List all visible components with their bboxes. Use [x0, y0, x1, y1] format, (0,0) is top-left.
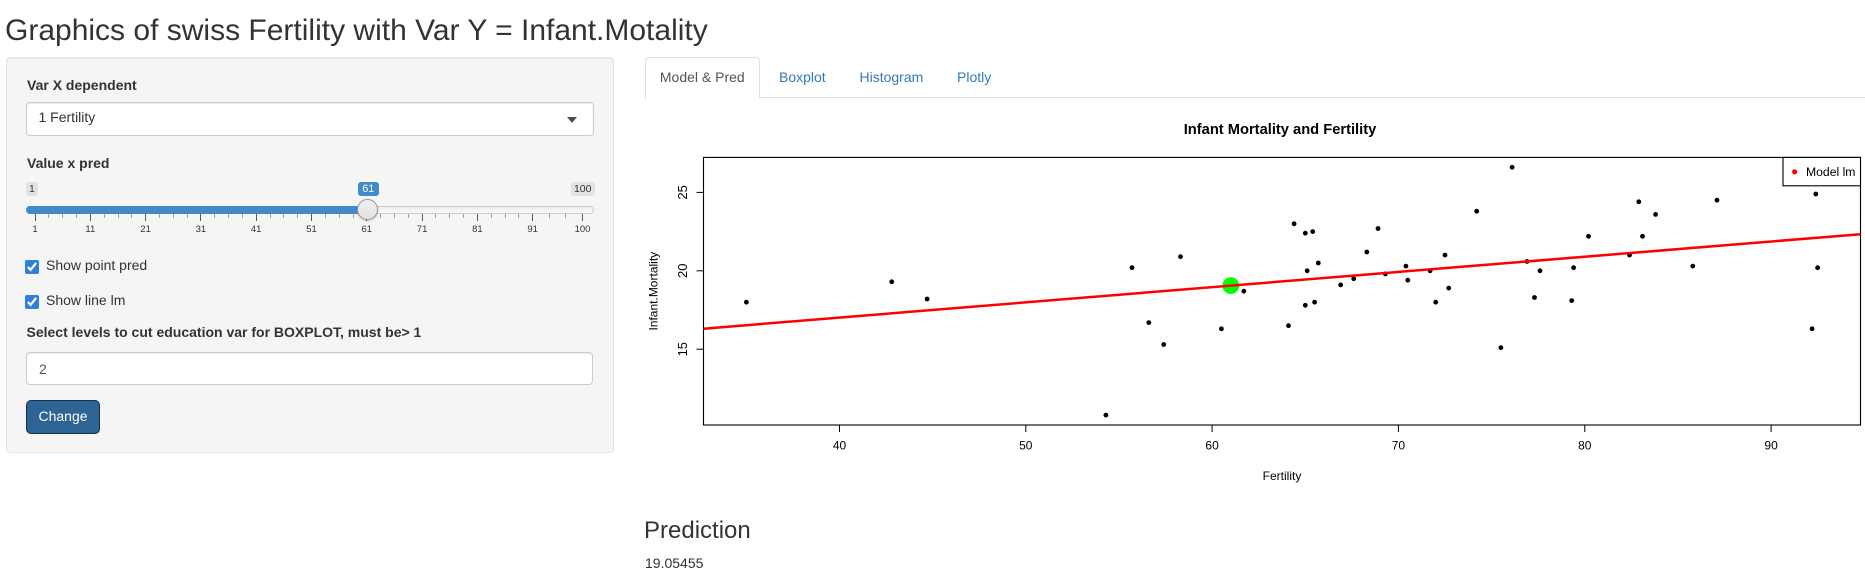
- svg-text:40: 40: [833, 438, 847, 452]
- svg-text:90: 90: [1764, 438, 1778, 452]
- svg-text:70: 70: [1392, 438, 1406, 452]
- svg-text:60: 60: [1205, 438, 1219, 452]
- svg-text:50: 50: [1019, 438, 1033, 452]
- svg-text:80: 80: [1578, 438, 1592, 452]
- svg-text:Fertility: Fertility: [1263, 469, 1302, 483]
- svg-text:Infant.Mortality: Infant.Mortality: [647, 252, 661, 331]
- svg-text:15: 15: [675, 342, 690, 356]
- svg-text:25: 25: [675, 185, 690, 199]
- svg-text:20: 20: [675, 264, 690, 278]
- svg-text:Infant Mortality and Fertility: Infant Mortality and Fertility: [1184, 122, 1377, 138]
- svg-text:Model lm: Model lm: [1806, 165, 1855, 179]
